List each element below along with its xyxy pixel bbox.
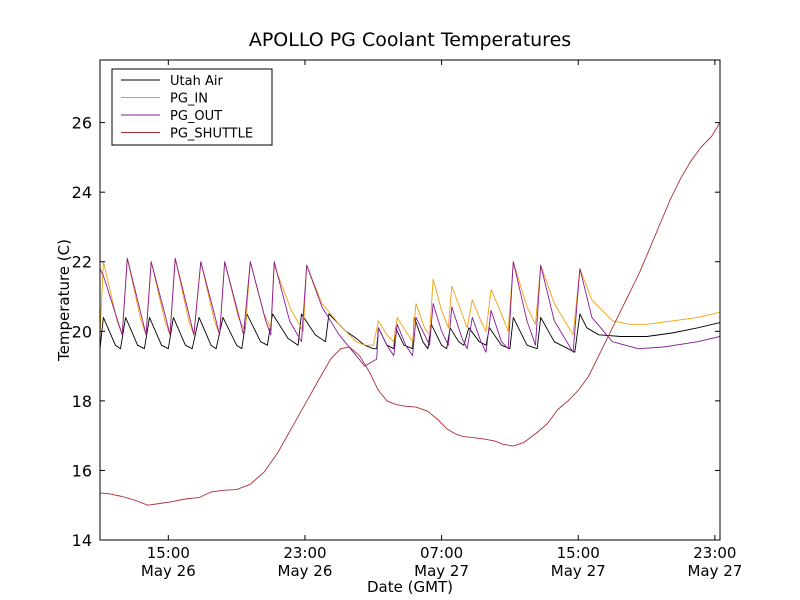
y-axis-label: Temperature (C) [55, 239, 73, 362]
legend-label: PG_IN [170, 92, 208, 107]
x-tick-label-date: May 27 [687, 562, 742, 580]
legend: Utah Air PG_IN PG_OUT PG_SHUTTLE [111, 68, 273, 146]
series-line-pg-out [100, 257, 720, 367]
y-tick-label: 24 [72, 183, 92, 202]
x-tick-label-date: May 26 [278, 562, 333, 580]
legend-label: PG_SHUTTLE [170, 127, 253, 142]
x-tick-label-time: 15:00 [147, 544, 190, 562]
series-lines [100, 122, 720, 506]
legend-label: PG_OUT [170, 109, 222, 124]
series-line-pg-shuttle [100, 122, 720, 506]
legend-label: Utah Air [170, 74, 223, 89]
chart-title: APOLLO PG Coolant Temperatures [249, 29, 571, 51]
x-tick-label-time: 23:00 [283, 544, 326, 562]
y-tick-label: 22 [72, 253, 92, 272]
y-tick-label: 14 [72, 531, 92, 550]
y-tick-label: 26 [72, 114, 92, 133]
x-tick-label-time: 15:00 [557, 544, 600, 562]
y-tick-label: 18 [72, 392, 92, 411]
y-tick-label: 20 [72, 322, 92, 341]
x-tick-label-time: 23:00 [693, 544, 736, 562]
x-tick-label-date: May 27 [414, 562, 469, 580]
x-tick-label-date: May 26 [141, 562, 196, 580]
plot-frame [99, 59, 721, 541]
x-tick-label-time: 07:00 [420, 544, 463, 562]
x-axis-label: Date (GMT) [367, 578, 453, 596]
series-line-pg-in [100, 257, 720, 346]
x-tick-label-date: May 27 [551, 562, 606, 580]
y-tick-label: 16 [72, 461, 92, 480]
